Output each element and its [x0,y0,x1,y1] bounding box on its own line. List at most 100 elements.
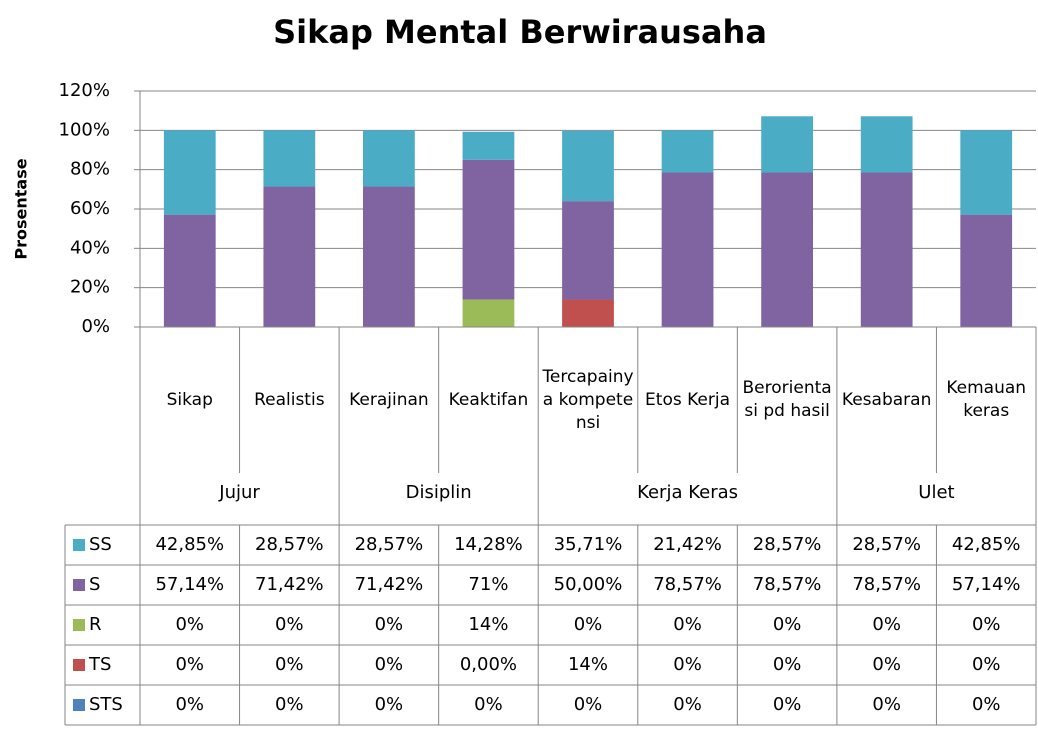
legend-label: TS [88,654,111,675]
table-value: 57,14% [952,574,1021,595]
group-label: Jujur [218,482,260,503]
legend-label: STS [89,694,123,715]
table-value: 0% [175,614,204,635]
bar-segment [761,116,813,173]
legend-key [73,539,85,551]
x-tick-label: Tercapainya kompetensi [542,366,634,433]
table-value: 0% [673,694,702,715]
table-value: 28,57% [255,534,324,555]
y-tick-label: 100% [59,119,110,140]
table-value: 0% [972,614,1001,635]
y-axis-label: Prosentase [12,158,31,259]
table-value: 0% [673,614,702,635]
x-tick-label: Sikap [166,389,213,410]
table-value: 71% [468,574,508,595]
table-value: 0% [275,694,304,715]
bar-segment [562,201,614,300]
legend-label: SS [89,534,112,555]
y-tick-label: 0% [81,316,110,337]
x-tick-label: Kemauan keras [946,378,1027,421]
x-tick-label: Berorientasi pd hasil [742,378,832,421]
bar-segment [363,130,415,187]
y-tick-label: 60% [70,198,110,219]
table-value: 0% [375,654,404,675]
table-value: 0% [872,654,901,675]
table-value: 71,42% [355,574,424,595]
x-tick-label: Realistis [254,389,325,410]
table-value: 0% [474,694,503,715]
x-tick-label: Etos Kerja [645,389,731,410]
chart-title: Sikap Mental Berwirausaha [273,13,767,51]
table-value: 42,85% [155,534,224,555]
table-value: 71,42% [255,574,324,595]
bar-segment [661,172,714,327]
x-tick-label: Kesabaran [841,389,932,410]
table-value: 0% [375,694,404,715]
x-tick-label-box: Berorientasi pd hasil [742,378,832,421]
x-tick-label-box: Sikap [166,389,213,410]
x-tick-label: Keaktifan [448,389,529,410]
x-tick-label-box: Kemauan keras [946,378,1027,421]
bar-segment [661,130,714,173]
x-tick-label-box: Tercapainya kompetensi [542,366,634,433]
bar-segment [562,130,614,202]
bar-segment [163,214,216,327]
legend-key [73,699,85,711]
x-tick-label-box: Keaktifan [448,389,529,410]
group-label: Disiplin [406,482,472,503]
bar-segment [263,186,316,327]
table-value: 14,28% [454,534,523,555]
table-value: 0% [275,654,304,675]
table-value: 0% [872,694,901,715]
group-label: Kerja Keras [637,482,738,503]
bar-segment [462,131,515,160]
table-value: 21,42% [653,534,722,555]
y-tick-label: 40% [70,237,110,258]
bar-segment [462,299,515,327]
table-value: 42,85% [952,534,1021,555]
y-tick-label: 120% [59,80,110,101]
bar-segment [860,172,913,327]
table-value: 0% [673,654,702,675]
table-value: 78,57% [653,574,722,595]
bar-segment [363,186,415,327]
legend-label: R [89,614,102,635]
table-value: 0% [773,614,802,635]
table-value: 14% [468,614,508,635]
table-value: 0% [175,654,204,675]
table-value: 0% [972,694,1001,715]
legend-key [73,619,85,631]
table-value: 28,57% [753,534,822,555]
table-value: 0% [574,694,603,715]
table-value: 50,00% [554,574,623,595]
bar-segment [860,116,913,173]
x-tick-label: Kerajinan [349,389,429,410]
table-value: 0% [773,654,802,675]
y-tick-label: 20% [70,277,110,298]
x-tick-label-box: Kesabaran [841,389,932,410]
table-value: 28,57% [852,534,921,555]
table-value: 0% [872,614,901,635]
group-label: Ulet [918,482,954,503]
table-value: 0% [275,614,304,635]
bar-segment [163,130,216,215]
bar-segment [761,172,813,327]
bar-segment [462,159,515,300]
legend-key [73,659,85,671]
table-value: 14% [568,654,608,675]
table-value: 28,57% [355,534,424,555]
table-value: 35,71% [554,534,623,555]
y-tick-label: 80% [70,159,110,180]
table-value: 0,00% [460,654,517,675]
table-value: 0% [375,614,404,635]
table-value: 0% [972,654,1001,675]
bar-segment [960,214,1013,327]
table-value: 0% [773,694,802,715]
table-value: 57,14% [155,574,224,595]
bar-segment [263,130,316,187]
x-tick-label-box: Etos Kerja [645,389,731,410]
x-tick-label-box: Realistis [254,389,325,410]
legend-key [73,579,85,591]
x-tick-label-box: Kerajinan [349,389,429,410]
